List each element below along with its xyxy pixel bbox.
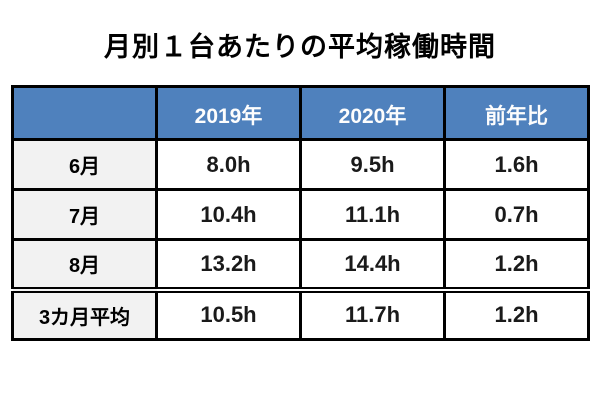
table-row: 7月 10.4h 11.1h 0.7h <box>11 188 590 241</box>
value-cell: 9.5h <box>299 138 446 191</box>
value-cell: 11.7h <box>299 286 446 341</box>
value-cell: 1.6h <box>443 138 590 191</box>
value-cell: 0.7h <box>443 188 590 241</box>
value-cell: 1.2h <box>443 286 590 341</box>
value-cell: 1.2h <box>443 238 590 291</box>
row-label: 8月 <box>11 238 158 291</box>
table-body: 6月 8.0h 9.5h 1.6h 7月 10.4h 11.1h 0.7h 8月 13.2h 14.… <box>11 138 590 341</box>
page-title: 月別１台あたりの平均稼働時間 <box>104 32 496 62</box>
value-cell: 13.2h <box>155 238 302 291</box>
header-cell-2019: 2019年 <box>155 85 302 141</box>
row-label: 6月 <box>11 138 158 191</box>
table-row: 6月 8.0h 9.5h 1.6h <box>11 138 590 191</box>
value-cell: 14.4h <box>299 238 446 291</box>
table-header-row: 2019年 2020年 前年比 <box>11 85 590 141</box>
value-cell: 8.0h <box>155 138 302 191</box>
row-label: 7月 <box>11 188 158 241</box>
monthly-hours-table: 2019年 2020年 前年比 6月 8.0h 9.5h 1.6h 7月 10.4h 11.… <box>11 85 590 341</box>
table-row: 3カ月平均 10.5h 11.7h 1.2h <box>11 286 590 341</box>
value-cell: 10.5h <box>155 286 302 341</box>
value-cell: 10.4h <box>155 188 302 241</box>
row-label: 3カ月平均 <box>11 286 158 341</box>
header-cell-yoy: 前年比 <box>443 85 590 141</box>
header-corner-cell <box>11 85 158 141</box>
header-cell-2020: 2020年 <box>299 85 446 141</box>
value-cell: 11.1h <box>299 188 446 241</box>
table-row: 8月 13.2h 14.4h 1.2h <box>11 238 590 291</box>
